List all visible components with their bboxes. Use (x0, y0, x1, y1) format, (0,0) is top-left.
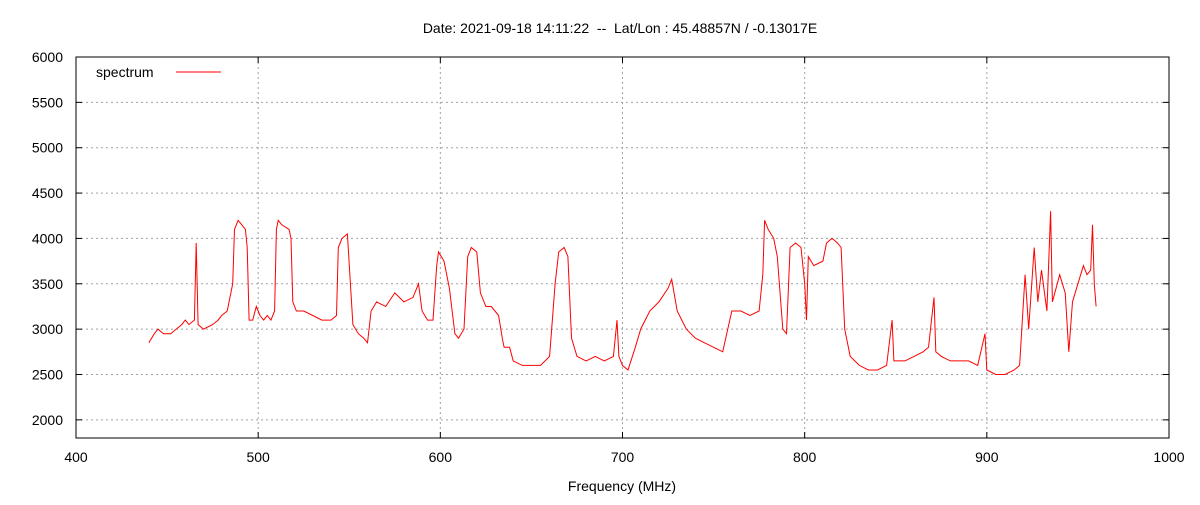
y-tick-label: 2500 (32, 367, 63, 383)
x-tick-label: 800 (793, 449, 817, 465)
y-tick-label: 4500 (32, 185, 63, 201)
legend-label: spectrum (96, 64, 154, 80)
y-tick-label: 3000 (32, 321, 63, 337)
x-tick-label: 400 (64, 449, 88, 465)
x-tick-label: 900 (975, 449, 999, 465)
y-tick-label: 4000 (32, 230, 63, 246)
x-tick-label: 1000 (1153, 449, 1184, 465)
y-tick-label: 2000 (32, 412, 63, 428)
plot-frame (75, 56, 1170, 439)
x-tick-label: 600 (429, 449, 453, 465)
series-line (148, 211, 1097, 375)
x-tick-label: 700 (611, 449, 635, 465)
y-tick-label: 5500 (32, 94, 63, 110)
x-axis-label: Frequency (MHz) (568, 478, 676, 494)
y-tick-label: 5000 (32, 140, 63, 156)
y-tick-label: 3500 (32, 276, 63, 292)
chart-title: Date: 2021-09-18 14:11:22 -- Lat/Lon : 4… (423, 20, 817, 36)
x-tick-label: 500 (246, 449, 270, 465)
y-tick-label: 6000 (32, 49, 63, 65)
